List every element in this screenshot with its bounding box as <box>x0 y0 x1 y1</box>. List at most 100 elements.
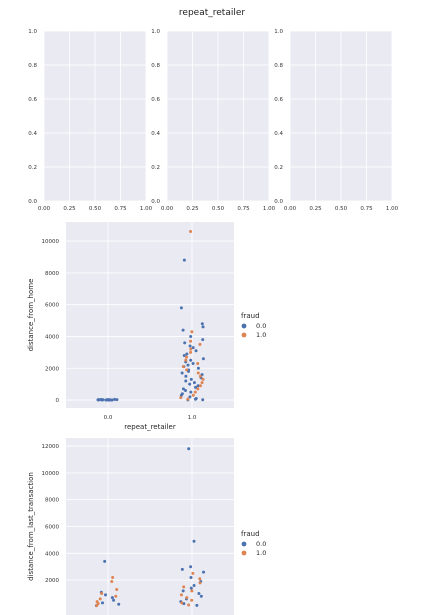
data-point <box>179 593 183 597</box>
y-tick-label: 4000 <box>45 551 59 557</box>
data-point <box>181 387 185 391</box>
data-point <box>103 593 107 597</box>
data-point <box>181 365 185 369</box>
x-tick-label: 0.25 <box>63 206 76 212</box>
y-tick-label: 0.6 <box>28 97 37 103</box>
legend-title: fraud <box>241 530 260 538</box>
y-tick-label: 1.0 <box>151 29 160 35</box>
data-point <box>188 382 192 386</box>
y-tick-label: 0 <box>56 398 60 404</box>
axes-background <box>66 222 234 408</box>
x-tick-label: 1.00 <box>140 206 153 212</box>
data-point <box>198 374 202 378</box>
data-point <box>190 589 194 593</box>
y-tick-label: 0.2 <box>151 165 160 171</box>
data-point <box>202 570 206 574</box>
y-tick-label: 10000 <box>42 471 60 477</box>
data-point <box>180 601 184 605</box>
data-point <box>184 379 188 383</box>
x-axis-label: repeat_retailer <box>124 423 176 431</box>
data-point <box>189 334 193 338</box>
data-point <box>186 397 190 401</box>
data-point <box>185 352 189 356</box>
data-point <box>196 366 200 370</box>
data-point <box>188 395 192 399</box>
data-point <box>201 338 205 342</box>
y-tick-label: 0.4 <box>151 131 160 137</box>
x-tick-label: 0.25 <box>309 206 322 212</box>
y-tick-label: 2000 <box>45 578 59 584</box>
data-point <box>189 575 193 579</box>
data-point <box>201 377 205 381</box>
legend-marker <box>241 332 247 338</box>
data-point <box>192 381 196 385</box>
data-point <box>189 350 193 354</box>
data-point <box>180 567 184 571</box>
legend-label: 0.0 <box>256 540 266 548</box>
data-point <box>200 322 204 326</box>
y-tick-label: 1.0 <box>28 29 37 35</box>
data-point <box>193 390 197 394</box>
data-point <box>198 342 202 346</box>
data-point <box>189 390 193 394</box>
data-point <box>110 398 114 402</box>
legend-label: 1.0 <box>256 549 266 557</box>
data-point <box>100 592 104 596</box>
data-point <box>196 361 200 365</box>
data-point <box>201 325 205 329</box>
data-point <box>183 341 187 345</box>
y-tick-label: 6000 <box>45 303 59 309</box>
y-tick-label: 8000 <box>45 271 59 277</box>
data-point <box>185 596 189 600</box>
x-tick-label: 0.0 <box>104 415 113 421</box>
data-point <box>191 571 195 575</box>
data-point <box>196 384 200 388</box>
data-point <box>191 393 195 397</box>
data-point <box>189 347 193 351</box>
data-point <box>189 230 193 234</box>
data-point <box>191 361 195 365</box>
y-tick-label: 6000 <box>45 525 59 531</box>
x-tick-label: 1.0 <box>188 415 197 421</box>
data-point <box>198 581 202 585</box>
y-axis-label: distance_from_home <box>27 279 35 352</box>
data-point <box>201 357 205 361</box>
data-point <box>199 594 203 598</box>
data-point <box>195 603 199 607</box>
data-point <box>179 393 183 397</box>
data-point <box>113 397 117 401</box>
data-point <box>182 354 186 358</box>
data-point <box>101 601 105 605</box>
data-point <box>188 344 192 348</box>
data-point <box>189 339 193 343</box>
x-tick-label: 0.50 <box>335 206 348 212</box>
data-point <box>190 330 194 334</box>
data-point <box>200 381 204 385</box>
data-point <box>117 602 121 606</box>
data-point <box>190 598 194 602</box>
legend-label: 0.0 <box>256 322 266 330</box>
y-tick-label: 0.8 <box>28 63 37 69</box>
data-point <box>112 598 116 602</box>
data-point <box>191 346 195 350</box>
x-tick-label: 0.00 <box>38 206 51 212</box>
data-point <box>189 565 193 569</box>
data-point <box>184 358 188 362</box>
data-point <box>184 355 188 359</box>
legend-marker <box>241 323 247 329</box>
data-point <box>185 368 189 372</box>
x-tick-label: 1.00 <box>263 206 276 212</box>
y-tick-label: 0.8 <box>274 63 283 69</box>
data-point <box>179 306 183 310</box>
data-point <box>181 589 185 593</box>
y-axis-label: distance_from_last_transaction <box>27 472 35 581</box>
data-point <box>114 594 118 598</box>
y-tick-label: 4000 <box>45 334 59 340</box>
y-tick-label: 2000 <box>45 366 59 372</box>
x-tick-label: 1.00 <box>386 206 399 212</box>
data-point <box>181 328 185 332</box>
data-point <box>187 603 191 607</box>
y-tick-label: 10000 <box>42 239 60 245</box>
data-point <box>115 588 119 592</box>
